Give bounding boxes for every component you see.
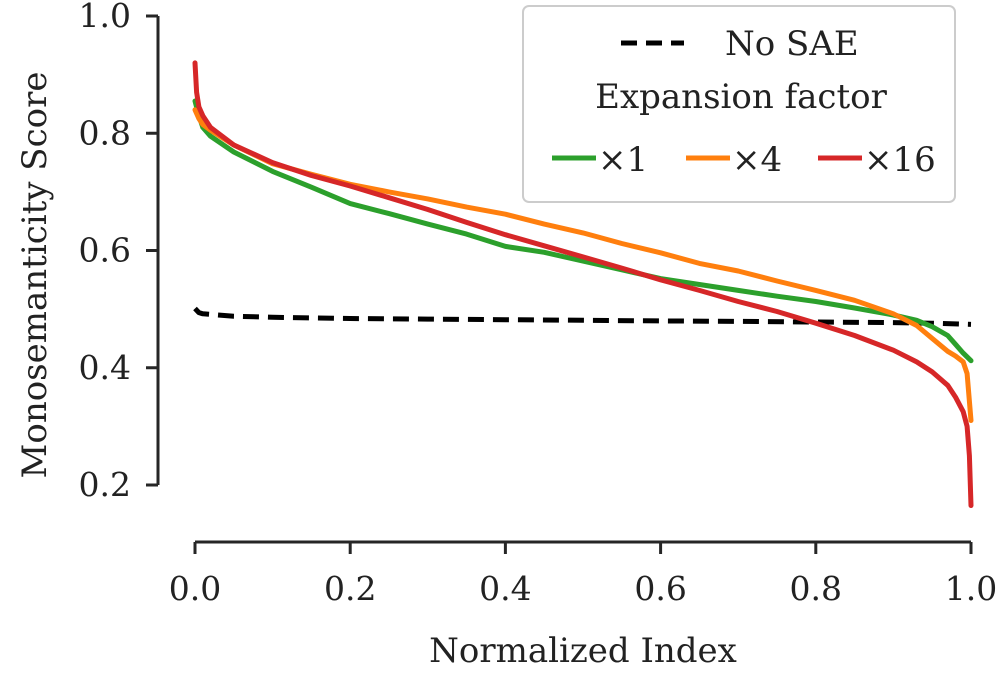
- x-tick-label: 0.0: [169, 569, 221, 608]
- y-tick-label: 0.8: [79, 113, 131, 152]
- y-tick-label: 0.6: [79, 231, 131, 270]
- y-tick-label: 0.2: [79, 465, 131, 504]
- y-tick-label: 1.0: [79, 0, 131, 35]
- x-tick-label: 0.4: [479, 569, 531, 608]
- series-line-no-sae: [193, 306, 972, 327]
- legend-label-x4: ×4: [732, 140, 782, 180]
- series-group: [192, 60, 974, 508]
- legend-label-x1: ×1: [598, 140, 648, 180]
- legend-subtitle: Expansion factor: [595, 77, 887, 117]
- y-ticks: 0.2 0.4 0.6 0.8 1.0: [79, 0, 158, 504]
- legend-label-no-sae: No SAE: [725, 24, 859, 64]
- x-tick-label: 0.8: [790, 569, 842, 608]
- x-ticks: 0.0 0.2 0.4 0.6 0.8 1.0: [169, 542, 997, 608]
- x-tick-label: 0.6: [634, 569, 686, 608]
- legend-frame: [522, 5, 956, 203]
- y-tick-label: 0.4: [79, 348, 131, 387]
- x-tick-label: 1.0: [945, 569, 997, 608]
- legend-label-x16: ×16: [864, 140, 936, 180]
- x-tick-label: 0.2: [324, 569, 376, 608]
- y-axis-label: Monosemanticity Score: [15, 72, 55, 479]
- x-axis-label: Normalized Index: [429, 631, 737, 671]
- series-line-x16: [192, 60, 974, 508]
- series-line-x1: [192, 98, 974, 364]
- legend: No SAE Expansion factor ×1 ×4 ×16: [522, 5, 956, 203]
